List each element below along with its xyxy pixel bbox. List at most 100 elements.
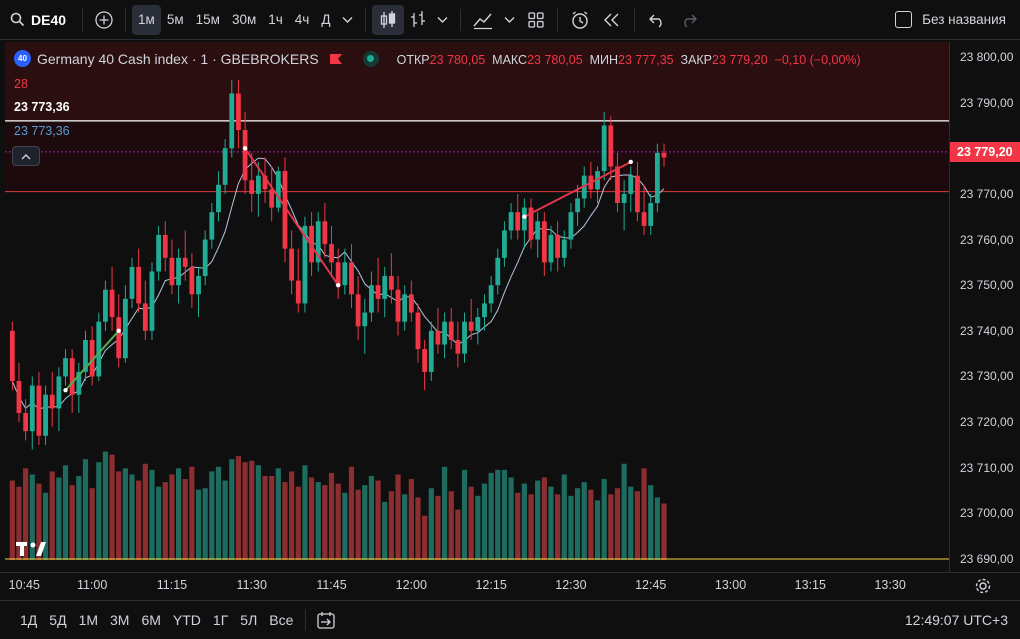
trend-line-anchor xyxy=(335,282,341,288)
candle-body xyxy=(495,257,501,286)
goto-date-button[interactable] xyxy=(312,605,340,635)
candle-body xyxy=(375,285,381,299)
candle-body xyxy=(302,225,308,304)
candle-body xyxy=(422,349,428,372)
indicators-button[interactable] xyxy=(467,5,499,35)
rewind-icon xyxy=(603,13,618,26)
volume-bar xyxy=(335,483,341,560)
range-1y[interactable]: 1Г xyxy=(212,612,229,628)
range-6m[interactable]: 6М xyxy=(141,612,161,628)
volume-bar xyxy=(435,495,441,560)
alert-button[interactable] xyxy=(564,5,596,35)
indicators-dropdown[interactable] xyxy=(499,5,521,35)
candle-body xyxy=(369,285,374,313)
volume-bar xyxy=(136,480,142,560)
symbol-title[interactable]: Germany 40 Cash index · 1 · GBEBROKERS xyxy=(37,50,319,67)
divider xyxy=(125,8,127,31)
gear-icon xyxy=(975,578,991,594)
open-value: 23 780,05 xyxy=(429,52,486,67)
volume-bar xyxy=(368,475,375,560)
range-5y[interactable]: 5Л xyxy=(240,612,258,628)
candle-body xyxy=(229,93,235,149)
candle-body xyxy=(182,257,188,267)
candle-body xyxy=(262,175,268,190)
volume-bar xyxy=(109,454,115,560)
price-chart[interactable] xyxy=(5,42,949,572)
range-5d[interactable]: 5Д xyxy=(49,612,67,628)
range-ytd[interactable]: YTD xyxy=(172,612,201,628)
candle-body xyxy=(654,152,660,204)
divider xyxy=(305,609,307,631)
time-axis[interactable]: 10:45 11:00 11:15 11:30 11:45 12:00 12:15 12:30… xyxy=(0,572,1020,598)
candle-body xyxy=(648,203,654,226)
chart-settings-button[interactable] xyxy=(974,577,992,595)
range-all[interactable]: Все xyxy=(269,612,294,628)
volume-bar xyxy=(82,459,89,560)
range-1m[interactable]: 1М xyxy=(78,612,99,628)
volume-bar xyxy=(415,497,421,560)
volume-bar xyxy=(408,479,414,560)
undo-button[interactable] xyxy=(641,5,673,35)
candle-body xyxy=(448,321,454,340)
timeframe-4h[interactable]: 4ч xyxy=(294,12,310,27)
time-tick-label: 12:00 xyxy=(395,578,427,592)
candle-body xyxy=(149,271,155,331)
layouts-button[interactable] xyxy=(521,5,551,35)
timeframe-dropdown[interactable] xyxy=(337,5,359,35)
flag-icon[interactable] xyxy=(329,53,343,65)
candle-body xyxy=(335,262,341,286)
candle-body xyxy=(382,276,388,299)
replay-button[interactable] xyxy=(596,5,628,35)
candle-body xyxy=(508,212,514,231)
timeframe-30m[interactable]: 30м xyxy=(231,12,257,27)
candle-body xyxy=(482,303,487,318)
clock[interactable]: 12:49:07 UTC+3 xyxy=(904,612,1008,628)
time-tick-label: 12:30 xyxy=(555,578,587,592)
candles-chart-type-button[interactable] xyxy=(371,4,404,35)
checkbox-square-icon xyxy=(895,11,913,28)
range-1d[interactable]: 1Д xyxy=(20,612,38,628)
collapse-legend-button[interactable] xyxy=(12,146,40,166)
volume-bar xyxy=(455,509,461,560)
candle-body xyxy=(169,257,175,286)
candle-body xyxy=(601,125,607,172)
timeframe-15m[interactable]: 15м xyxy=(195,12,220,27)
time-tick-label: 13:30 xyxy=(874,578,906,592)
candle-body xyxy=(575,198,580,213)
timeframe-1m[interactable]: 1м xyxy=(132,4,161,35)
layout-name-button[interactable]: Без названия xyxy=(889,5,1020,35)
time-tick-label: 10:45 xyxy=(8,578,40,592)
price-tick-label: 23 710,00 xyxy=(960,460,1014,475)
tradingview-logo[interactable] xyxy=(16,540,48,564)
timeframe-1h[interactable]: 1ч xyxy=(268,12,283,27)
candle-body xyxy=(176,257,181,286)
bars-chart-type-button[interactable] xyxy=(404,5,432,35)
range-3m[interactable]: 3М xyxy=(110,612,130,628)
candle-body xyxy=(289,248,295,281)
candle-body xyxy=(322,221,328,245)
volume-bar xyxy=(475,495,481,560)
candle-body xyxy=(329,244,334,263)
volume-bar xyxy=(448,491,454,560)
volume-bar xyxy=(96,462,102,560)
compare-add-button[interactable] xyxy=(89,5,119,35)
timeframe-5m[interactable]: 5м xyxy=(166,12,184,27)
price-tick-label: 23 700,00 xyxy=(960,506,1014,521)
candle-body xyxy=(521,207,527,231)
candle-body xyxy=(641,212,647,226)
candle-body xyxy=(568,212,574,240)
volume-bar xyxy=(209,471,215,560)
candle-body xyxy=(388,276,394,290)
close-label: ЗАКР xyxy=(680,52,713,67)
redo-button[interactable] xyxy=(673,5,705,35)
symbol-search[interactable]: DE40 xyxy=(0,5,76,35)
price-tick-label: 23 760,00 xyxy=(960,232,1014,247)
volume-bar xyxy=(488,472,494,560)
volume-bar xyxy=(348,466,355,560)
chart-type-dropdown[interactable] xyxy=(432,5,454,35)
timeframe-1d[interactable]: Д xyxy=(321,12,331,27)
candle-body xyxy=(362,312,368,327)
candle-body xyxy=(222,148,228,185)
chart-pane[interactable] xyxy=(5,42,949,572)
